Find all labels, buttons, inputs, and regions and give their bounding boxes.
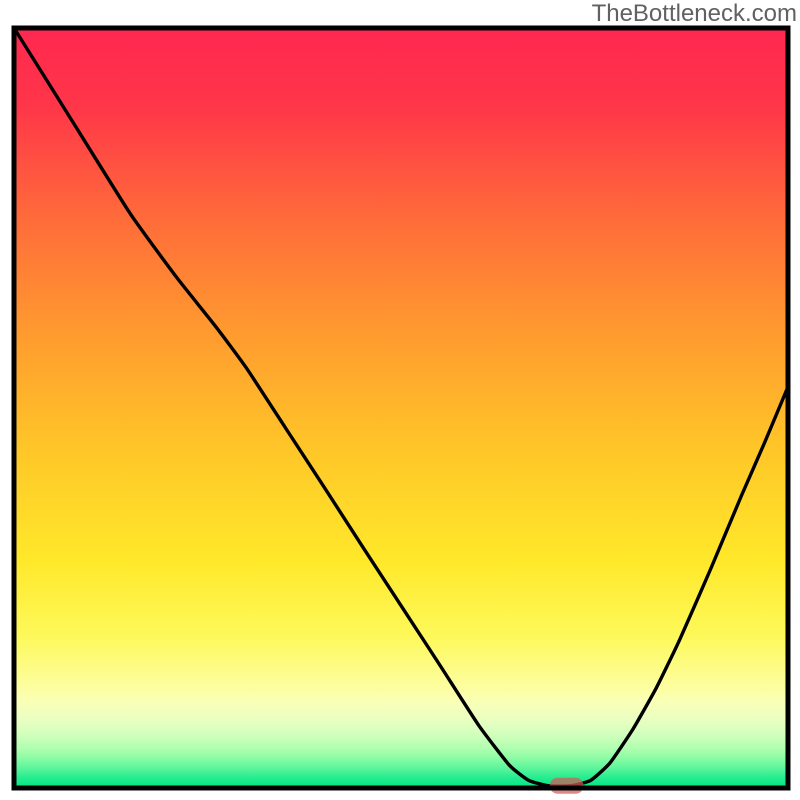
chart-container: TheBottleneck.com	[0, 0, 800, 800]
bottleneck-chart	[0, 0, 800, 800]
plot-background	[14, 28, 788, 788]
